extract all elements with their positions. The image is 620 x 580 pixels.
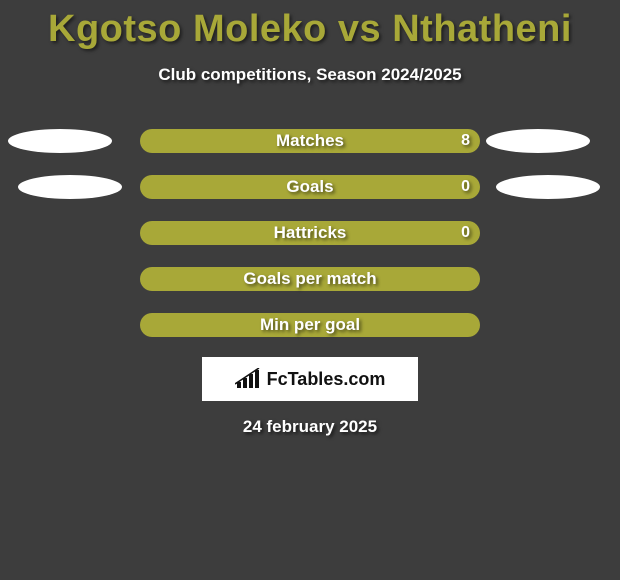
stat-bar: Min per goal (140, 313, 480, 337)
stat-bar: Matches 8 (140, 129, 480, 153)
stat-bar: Goals per match (140, 267, 480, 291)
stat-bar-label: Goals (140, 175, 480, 199)
stat-bar-label: Hattricks (140, 221, 480, 245)
stat-bar-value: 0 (461, 221, 470, 245)
stat-row: Goals per match (0, 267, 620, 291)
right-player-marker (496, 175, 600, 199)
stat-row: Goals 0 (0, 175, 620, 199)
left-player-marker (18, 175, 122, 199)
stat-bar-label: Goals per match (140, 267, 480, 291)
bar-chart-icon (235, 368, 261, 390)
stat-row: Matches 8 (0, 129, 620, 153)
left-player-marker (8, 129, 112, 153)
right-player-marker (486, 129, 590, 153)
stat-bar-label: Min per goal (140, 313, 480, 337)
stat-bar-value: 8 (461, 129, 470, 153)
page-subtitle: Club competitions, Season 2024/2025 (0, 65, 620, 85)
brand-text: FcTables.com (267, 369, 386, 390)
stat-rows: Matches 8 Goals 0 Hattricks 0 Goals per … (0, 129, 620, 337)
brand-badge: FcTables.com (202, 357, 418, 401)
generated-date: 24 february 2025 (0, 417, 620, 437)
stat-bar: Hattricks 0 (140, 221, 480, 245)
stat-bar-value: 0 (461, 175, 470, 199)
stat-row: Min per goal (0, 313, 620, 337)
stat-bar: Goals 0 (140, 175, 480, 199)
stat-row: Hattricks 0 (0, 221, 620, 245)
page-title: Kgotso Moleko vs Nthatheni (0, 0, 620, 51)
stat-bar-label: Matches (140, 129, 480, 153)
